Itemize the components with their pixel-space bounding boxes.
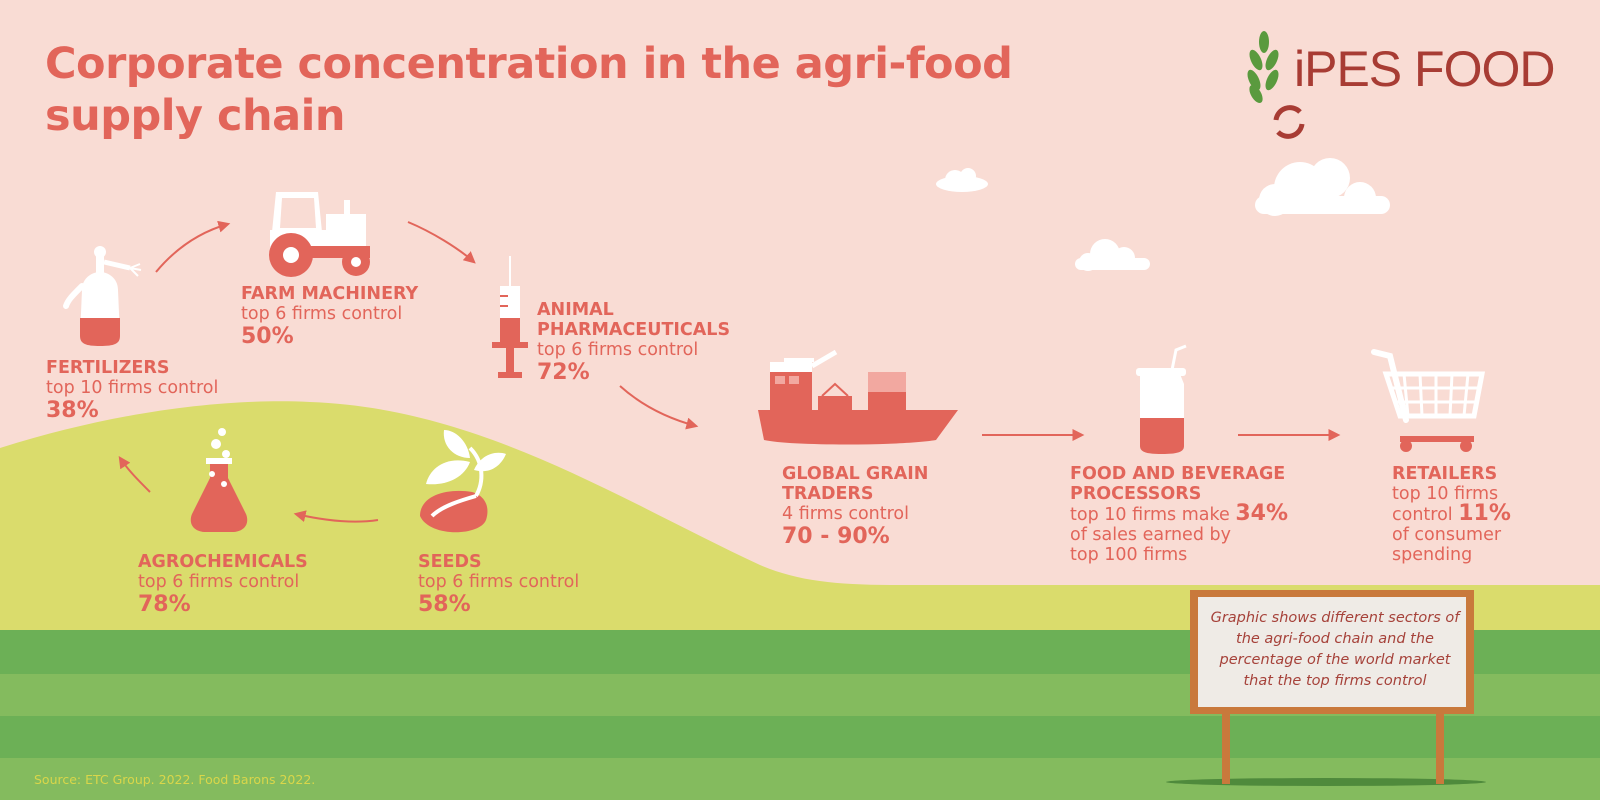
flow-arrow [619,385,699,430]
source-note: Source: ETC Group. 2022. Food Barons 202… [34,772,316,787]
sector-name: AGROCHEMICALS [138,552,308,572]
sector-food-beverage-processors: FOOD AND BEVERAGE PROCESSORS top 10 firm… [1070,464,1288,565]
flow-arrow [293,510,379,523]
sector-value: 72% [537,360,590,385]
sector-desc-line3: spending [1392,545,1473,565]
sector-desc: top 10 firms [1392,484,1499,504]
sector-value: 38% [46,398,99,423]
sector-global-grain-traders: GLOBAL GRAIN TRADERS 4 firms control 70 … [782,464,928,550]
sector-desc: top 6 firms control [138,572,300,592]
sector-desc: top 10 firms make [1070,505,1230,525]
sector-desc: 4 firms control [782,504,909,524]
sector-desc-line2: of consumer [1392,525,1502,545]
sector-name: FERTILIZERS [46,358,170,378]
sector-desc: top 6 firms control [241,304,403,324]
ipes-food-logo: iPES FOOD [1294,41,1555,97]
cargo-ship-icon [758,349,958,445]
sector-animal-pharmaceuticals: ANIMAL PHARMACEUTICALS top 6 firms contr… [537,300,730,386]
sector-name: FARM MACHINERY [241,284,419,304]
sector-value: 58% [418,592,471,617]
sector-retailers: RETAILERS top 10 firms control 11% of co… [1392,464,1511,565]
cloud [1255,158,1390,216]
sector-desc-line3: top 100 firms [1070,545,1188,565]
flask-icon [190,428,248,532]
fertilizer-sprayer-icon [63,246,142,346]
flow-arrow [118,456,151,493]
sector-fertilizers: FERTILIZERS top 10 firms control 38% [46,358,218,424]
cloud [936,168,988,192]
syringe-icon [492,256,528,378]
info-signboard [1166,590,1486,786]
sector-value: 50% [241,324,294,349]
sector-desc: top 6 firms control [418,572,580,592]
beverage-cup-icon [1136,344,1187,454]
sign-caption: Graphic shows different sectors of the a… [1210,610,1460,689]
sector-name-line2: PHARMACEUTICALS [537,320,731,340]
sector-value: 34% [1235,501,1289,526]
tractor-icon [269,192,370,277]
sector-desc: top 10 firms control [46,378,219,398]
sector-name: SEEDS [418,552,482,572]
sector-value: 78% [138,592,191,617]
shopping-cart-icon [1371,349,1486,452]
seedling-icon [420,430,506,533]
sector-name: GLOBAL GRAIN [782,464,929,484]
grass-stripe [0,716,1600,758]
sector-name-line2: TRADERS [782,484,874,504]
sector-name: FOOD AND BEVERAGE [1070,464,1286,484]
sector-name: RETAILERS [1392,464,1498,484]
sector-seeds: SEEDS top 6 firms control 58% [418,552,579,618]
hill [0,401,1600,640]
sector-desc-b: control [1392,505,1453,525]
sector-name-line2: PROCESSORS [1070,484,1202,504]
logo-leaf-icon [1247,31,1279,104]
sector-value: 70 - 90% [782,524,890,549]
sector-value: 11% [1458,501,1511,526]
page-title: Corporate concentration in the agri-food… [45,39,1013,141]
sector-desc-line2: of sales earned by [1070,525,1231,545]
flow-arrow [407,221,476,264]
sector-name: ANIMAL [537,300,614,320]
cloud [1075,239,1150,271]
logo-recycle-icon [1273,105,1305,139]
flow-arrow [155,220,231,273]
sector-farm-machinery: FARM MACHINERY top 6 firms control 50% [241,284,418,350]
sector-agrochemicals: AGROCHEMICALS top 6 firms control 78% [138,552,308,618]
sector-desc: top 6 firms control [537,340,699,360]
